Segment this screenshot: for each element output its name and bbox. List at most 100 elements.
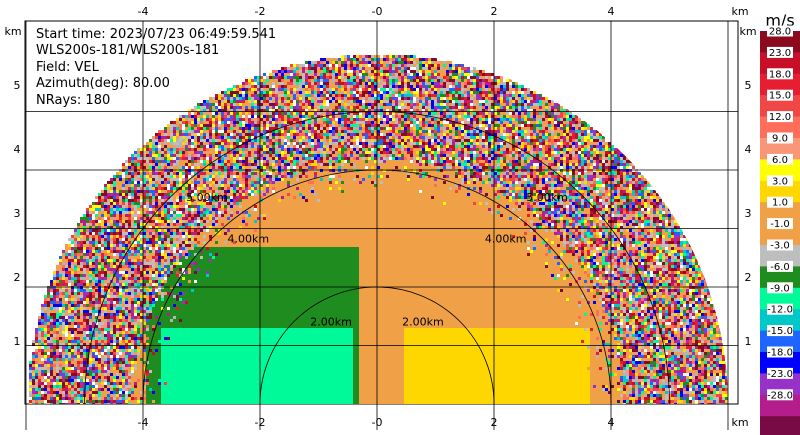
velocity-cell	[353, 106, 356, 109]
velocity-cell	[218, 130, 221, 133]
velocity-cell	[251, 175, 254, 178]
velocity-cell	[431, 85, 434, 88]
velocity-cell	[416, 76, 419, 79]
velocity-cell	[440, 136, 443, 139]
velocity-cell	[152, 160, 155, 163]
velocity-cell	[542, 100, 545, 103]
velocity-cell	[491, 112, 494, 115]
velocity-cell	[311, 82, 314, 85]
velocity-cell	[242, 136, 245, 139]
velocity-cell	[293, 118, 296, 121]
velocity-cell	[530, 121, 533, 124]
velocity-cell	[293, 166, 296, 169]
velocity-cell	[383, 139, 386, 142]
velocity-cell	[428, 64, 431, 67]
velocity-cell	[461, 133, 464, 136]
velocity-cell	[308, 130, 311, 133]
velocity-cell	[431, 169, 434, 172]
velocity-cell	[581, 121, 584, 124]
velocity-cell	[374, 142, 377, 145]
velocity-cell	[497, 133, 500, 136]
velocity-cell	[341, 88, 344, 91]
velocity-cell	[296, 169, 299, 172]
velocity-cell	[509, 88, 512, 91]
velocity-cell	[446, 76, 449, 79]
velocity-cell	[167, 166, 170, 169]
velocity-cell	[398, 103, 401, 106]
velocity-cell	[575, 127, 578, 130]
velocity-cell	[323, 91, 326, 94]
velocity-cell	[275, 112, 278, 115]
velocity-cell	[482, 139, 485, 142]
velocity-cell	[314, 136, 317, 139]
velocity-cell	[428, 61, 431, 64]
velocity-cell	[530, 97, 533, 100]
velocity-cell	[227, 88, 230, 91]
velocity-cell	[266, 91, 269, 94]
velocity-cell	[455, 127, 458, 130]
velocity-cell	[356, 58, 359, 61]
velocity-cell	[440, 67, 443, 70]
velocity-cell	[413, 76, 416, 79]
velocity-cell	[287, 175, 290, 178]
velocity-cell	[533, 121, 536, 124]
velocity-cell	[398, 115, 401, 118]
velocity-cell	[302, 109, 305, 112]
velocity-cell	[560, 142, 563, 145]
velocity-cell	[326, 118, 329, 121]
velocity-cell	[521, 136, 524, 139]
velocity-cell	[239, 88, 242, 91]
velocity-cell	[383, 58, 386, 61]
velocity-cell	[263, 148, 266, 151]
velocity-cell	[209, 142, 212, 145]
velocity-cell	[224, 139, 227, 142]
velocity-cell	[503, 106, 506, 109]
velocity-cell	[557, 145, 560, 148]
velocity-cell	[512, 157, 515, 160]
velocity-cell	[332, 169, 335, 172]
velocity-cell	[374, 127, 377, 130]
velocity-cell	[512, 85, 515, 88]
velocity-cell	[278, 79, 281, 82]
velocity-cell	[491, 79, 494, 82]
velocity-cell	[143, 148, 146, 151]
velocity-cell	[437, 115, 440, 118]
velocity-cell	[353, 154, 356, 157]
velocity-cell	[356, 91, 359, 94]
velocity-cell	[320, 97, 323, 100]
velocity-cell	[413, 172, 416, 175]
velocity-cell	[533, 154, 536, 157]
velocity-cell	[167, 172, 170, 175]
velocity-cell	[404, 151, 407, 154]
velocity-cell	[554, 169, 557, 172]
velocity-cell	[611, 154, 614, 157]
velocity-cell	[434, 94, 437, 97]
velocity-cell	[563, 154, 566, 157]
velocity-cell	[431, 133, 434, 136]
velocity-cell	[422, 61, 425, 64]
velocity-cell	[269, 127, 272, 130]
velocity-cell	[227, 103, 230, 106]
velocity-cell	[338, 58, 341, 61]
velocity-cell	[374, 163, 377, 166]
velocity-cell	[170, 130, 173, 133]
velocity-cell	[515, 82, 518, 85]
velocity-cell	[449, 67, 452, 70]
velocity-cell	[440, 100, 443, 103]
velocity-cell	[140, 154, 143, 157]
velocity-cell	[521, 166, 524, 169]
velocity-cell	[539, 97, 542, 100]
velocity-cell	[578, 160, 581, 163]
velocity-cell	[299, 175, 302, 178]
velocity-cell	[425, 124, 428, 127]
velocity-cell	[389, 109, 392, 112]
velocity-cell	[425, 97, 428, 100]
velocity-cell	[230, 148, 233, 151]
velocity-cell	[596, 139, 599, 142]
velocity-cell	[599, 172, 602, 175]
velocity-cell	[554, 139, 557, 142]
velocity-cell	[371, 97, 374, 100]
velocity-cell	[386, 118, 389, 121]
velocity-cell	[290, 172, 293, 175]
velocity-cell	[632, 169, 635, 172]
